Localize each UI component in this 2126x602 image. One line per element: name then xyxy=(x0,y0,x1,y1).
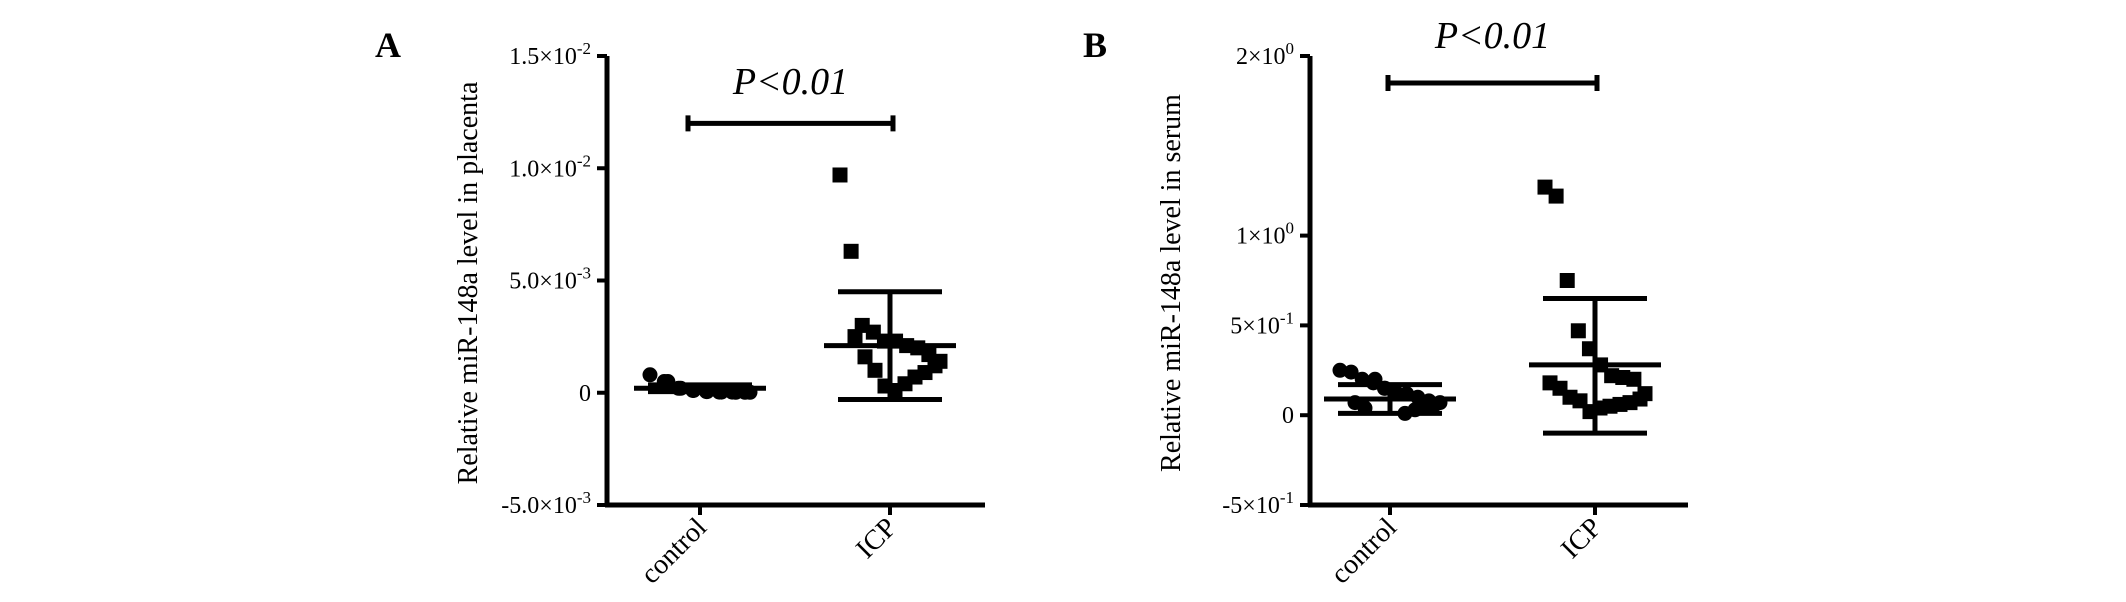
y-tick-label: -5×10-1 xyxy=(1222,488,1294,519)
panel-letter-b: B xyxy=(1083,25,1107,65)
y-axis-label-a: Relative miR-148a level in placenta xyxy=(453,81,484,484)
y-tick-label-exponent: -3 xyxy=(577,264,591,283)
x-tick-label-icp: ICP xyxy=(1555,512,1608,565)
x-tick-label-icp: ICP xyxy=(850,512,903,565)
y-tick-label-mantissa: 1×10 xyxy=(1236,224,1286,250)
y-tick-label: 2×100 xyxy=(1236,39,1294,70)
y-tick-label: 1.5×10-2 xyxy=(509,39,591,70)
data-point xyxy=(867,362,883,378)
y-tick-label-mantissa: -5×10 xyxy=(1222,493,1280,519)
y-tick-label: 0 xyxy=(1282,403,1294,429)
data-point xyxy=(1548,188,1564,204)
data-point xyxy=(642,367,658,383)
y-axis-label-b: Relative miR-148a level in serum xyxy=(1156,94,1187,472)
y-tick-label-exponent: 0 xyxy=(1286,219,1295,238)
y-tick-label-exponent: -1 xyxy=(1280,488,1294,507)
panel-b: B Relative miR-148a level in serum 2×100… xyxy=(1083,15,1688,590)
y-tick-label-mantissa: 0 xyxy=(579,381,591,407)
p-value-label: P<0.01 xyxy=(1434,15,1550,57)
data-point xyxy=(1542,375,1558,391)
y-tick-label-mantissa: 1.0×10 xyxy=(509,156,577,182)
data-point xyxy=(843,243,859,259)
y-tick-label-exponent: -1 xyxy=(1280,308,1294,327)
data-point xyxy=(1559,273,1575,288)
y-tick-label: 5×10-1 xyxy=(1230,308,1294,339)
data-point xyxy=(847,329,863,345)
data-point xyxy=(1570,323,1586,339)
panel-a: A Relative miR-148a level in placenta 1.… xyxy=(375,25,985,590)
data-point xyxy=(857,349,873,365)
data-point xyxy=(1626,371,1642,387)
y-tick-label-exponent: -2 xyxy=(577,39,591,58)
data-point xyxy=(1343,364,1359,380)
y-tick-label: 5.0×10-3 xyxy=(509,264,591,295)
x-tick-label-control: control xyxy=(1325,512,1403,590)
y-tick-label-exponent: 0 xyxy=(1286,39,1295,58)
x-tick-label-control: control xyxy=(635,512,713,590)
y-tick-label-mantissa: 2×10 xyxy=(1236,44,1286,70)
y-tick-label: 1.0×10-2 xyxy=(509,151,591,182)
y-tick-label-mantissa: 5.0×10 xyxy=(509,269,577,295)
data-point xyxy=(1332,362,1348,378)
y-tick-label-mantissa: -5.0×10 xyxy=(501,493,577,519)
p-value-label: P<0.01 xyxy=(732,61,848,103)
significance-bracket xyxy=(1385,74,1600,91)
y-tick-label-mantissa: 0 xyxy=(1282,403,1294,429)
y-tick-label-exponent: -2 xyxy=(577,151,591,170)
y-tick-label-exponent: -3 xyxy=(577,488,591,507)
y-tick-label: -5.0×10-3 xyxy=(501,488,591,519)
y-tick-label: 1×100 xyxy=(1236,219,1294,250)
data-point xyxy=(832,167,848,183)
significance-bracket xyxy=(685,115,896,132)
panel-letter-a: A xyxy=(375,25,401,65)
y-tick-label-mantissa: 5×10 xyxy=(1230,313,1280,339)
y-tick-label: 0 xyxy=(579,381,591,407)
y-tick-label-mantissa: 1.5×10 xyxy=(509,44,577,70)
plot-area-a: 1.5×10-21.0×10-25.0×10-30-5.0×10-3contro… xyxy=(501,39,985,590)
